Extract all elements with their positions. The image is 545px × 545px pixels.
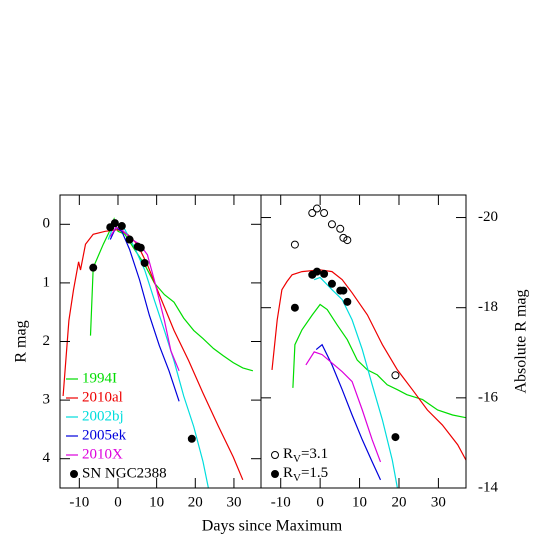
legend-marker: [271, 451, 279, 459]
data-point: [320, 269, 329, 278]
x-tick-label: -10: [271, 494, 291, 510]
y-axis-label: R mag: [13, 320, 30, 362]
y-tick-label: -14: [478, 479, 498, 495]
x-tick-label: 10: [149, 494, 164, 510]
data-point: [391, 371, 400, 380]
plot-area: [271, 204, 466, 488]
series-line: [292, 303, 466, 419]
data-point: [110, 219, 119, 228]
plot-area: [62, 217, 254, 488]
data-point: [187, 434, 196, 443]
series-line: [315, 343, 382, 481]
legend-label: RV=1.5: [283, 465, 328, 483]
y-tick-label: 0: [43, 216, 51, 232]
data-point: [125, 235, 134, 244]
legend-label: RV=3.1: [283, 446, 328, 464]
x-tick-label: 30: [431, 494, 446, 510]
legend-label: 2002bj: [82, 408, 124, 424]
series-line: [271, 269, 466, 461]
data-point: [336, 224, 345, 233]
data-point: [339, 286, 348, 295]
legend-text: R: [283, 446, 293, 462]
y-axis-label: Absolute R mag: [513, 290, 530, 394]
data-point: [290, 240, 299, 249]
legend-label: 2005ek: [82, 427, 127, 443]
x-tick-label: -10: [69, 494, 89, 510]
x-axis-label: Days since Maximum: [202, 518, 343, 535]
y-tick-label: -16: [478, 389, 498, 405]
x-tick-label: 30: [226, 494, 241, 510]
legend-marker: [70, 470, 78, 478]
series-line: [313, 276, 398, 488]
x-tick-label: 20: [391, 494, 406, 510]
data-point: [312, 204, 321, 213]
data-point: [343, 236, 352, 245]
data-point: [308, 209, 317, 218]
legend-text: R: [283, 465, 293, 481]
y-tick-label: 1: [43, 274, 51, 290]
data-point: [339, 233, 348, 242]
y-tick-label: 2: [43, 333, 51, 349]
legend-subscript: V: [293, 453, 301, 465]
legend-text: =1.5: [301, 465, 328, 481]
legend-label: 2010al: [82, 389, 123, 405]
data-point: [327, 220, 336, 229]
y-tick-label: -20: [478, 209, 498, 225]
x-tick-label: 20: [188, 494, 203, 510]
y-tick-label: 4: [43, 450, 51, 466]
data-point: [343, 297, 352, 306]
data-point: [117, 222, 126, 231]
x-tick-label: 0: [114, 494, 122, 510]
data-point: [89, 263, 98, 272]
y-tick-label: 3: [43, 392, 51, 408]
legend-label: 2010X: [82, 446, 123, 462]
data-point: [312, 267, 321, 276]
legend-label: 1994I: [82, 370, 117, 386]
data-point: [136, 243, 145, 252]
x-tick-label: 0: [316, 494, 324, 510]
data-point: [327, 279, 336, 288]
legend-text: =3.1: [301, 446, 328, 462]
data-point: [391, 433, 400, 442]
legend-subscript: V: [293, 472, 301, 484]
y-tick-label: -18: [478, 299, 498, 315]
frame: [260, 194, 467, 489]
legend-marker: [271, 470, 279, 478]
data-point: [140, 258, 149, 267]
series-line: [305, 351, 382, 463]
legend-label: SN NGC2388: [82, 465, 167, 481]
x-tick-label: 10: [352, 494, 367, 510]
data-point: [290, 303, 299, 312]
data-point: [320, 209, 329, 218]
